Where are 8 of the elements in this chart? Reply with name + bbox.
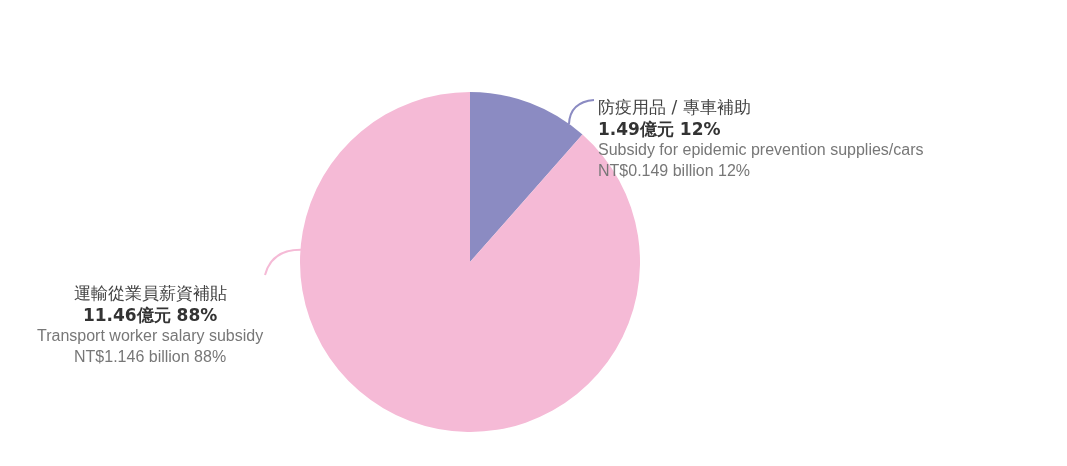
text: NT$1.146 billion 88%	[73, 347, 228, 367]
slice-label: 運輸從業員薪資補貼	[72, 282, 228, 305]
text: Subsidy for epidemic prevention supplies/cars	[598, 140, 924, 161]
text: Transport worker salary subsidy	[37, 326, 264, 347]
data-label: 11.46億元 88%	[81, 304, 219, 327]
slice-label: 防疫用品 / 專車補助	[598, 96, 752, 119]
text: NT$0.149 billion 12%	[598, 161, 752, 181]
data-label: 1.49億元 12%	[598, 118, 722, 141]
